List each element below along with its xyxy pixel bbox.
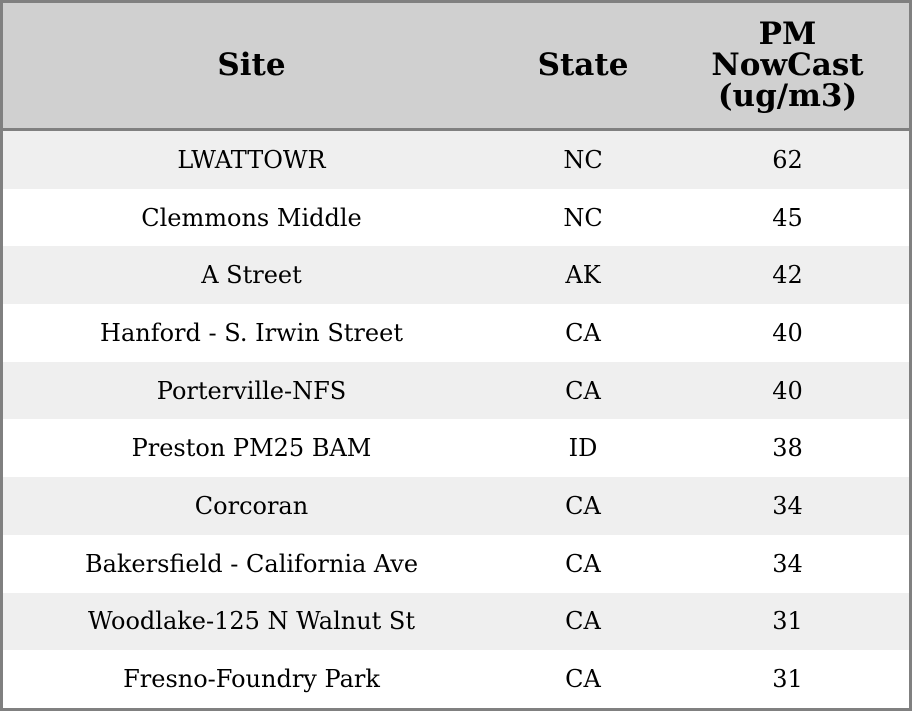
cell-pm-value: 40 — [666, 304, 909, 362]
cell-state: CA — [500, 534, 666, 593]
cell-pm-value: 31 — [666, 650, 909, 708]
cell-state: CA — [500, 650, 666, 708]
pm-table: Site State PM NowCast (ug/m3) LWATTOWR NC… — [3, 3, 909, 708]
cell-site: Porterville-NFS — [3, 361, 500, 420]
header-pm: PM NowCast (ug/m3) — [666, 3, 909, 131]
cell-pm-value: 42 — [666, 246, 909, 305]
cell-state: NC — [500, 129, 666, 189]
cell-site: Woodlake-125 N Walnut St — [3, 592, 500, 651]
cell-site: Bakersfield - California Ave — [3, 534, 500, 593]
cell-state: CA — [500, 592, 666, 651]
cell-pm-value: 45 — [666, 188, 909, 247]
cell-site: Preston PM25 BAM — [3, 419, 500, 478]
table-row: Corcoran CA 34 — [3, 477, 909, 535]
table-row: Porterville-NFS CA 40 — [3, 361, 909, 420]
table-row: Preston PM25 BAM ID 38 — [3, 419, 909, 478]
table-row: Bakersfield - California Ave CA 34 — [3, 534, 909, 593]
cell-state: CA — [500, 477, 666, 535]
table-row: Fresno-Foundry Park CA 31 — [3, 650, 909, 708]
table-row: LWATTOWR NC 62 — [3, 129, 909, 189]
header-state: State — [500, 3, 666, 131]
cell-site: Clemmons Middle — [3, 188, 500, 247]
cell-site: Corcoran — [3, 477, 500, 535]
cell-pm-value: 34 — [666, 534, 909, 593]
cell-pm-value: 62 — [666, 129, 909, 189]
cell-pm-value: 31 — [666, 592, 909, 651]
cell-site: A Street — [3, 246, 500, 305]
cell-site: Hanford - S. Irwin Street — [3, 304, 500, 362]
cell-state: CA — [500, 361, 666, 420]
cell-state: AK — [500, 246, 666, 305]
cell-pm-value: 40 — [666, 361, 909, 420]
cell-site: Fresno-Foundry Park — [3, 650, 500, 708]
table-row: A Street AK 42 — [3, 246, 909, 305]
cell-site: LWATTOWR — [3, 129, 500, 189]
cell-pm-value: 34 — [666, 477, 909, 535]
table-row: Woodlake-125 N Walnut St CA 31 — [3, 592, 909, 651]
header-site: Site — [3, 3, 500, 131]
table-row: Clemmons Middle NC 45 — [3, 188, 909, 247]
cell-state: CA — [500, 304, 666, 362]
header-row: Site State PM NowCast (ug/m3) — [3, 3, 909, 131]
cell-state: ID — [500, 419, 666, 478]
cell-state: NC — [500, 188, 666, 247]
cell-pm-value: 38 — [666, 419, 909, 478]
table-row: Hanford - S. Irwin Street CA 40 — [3, 304, 909, 362]
